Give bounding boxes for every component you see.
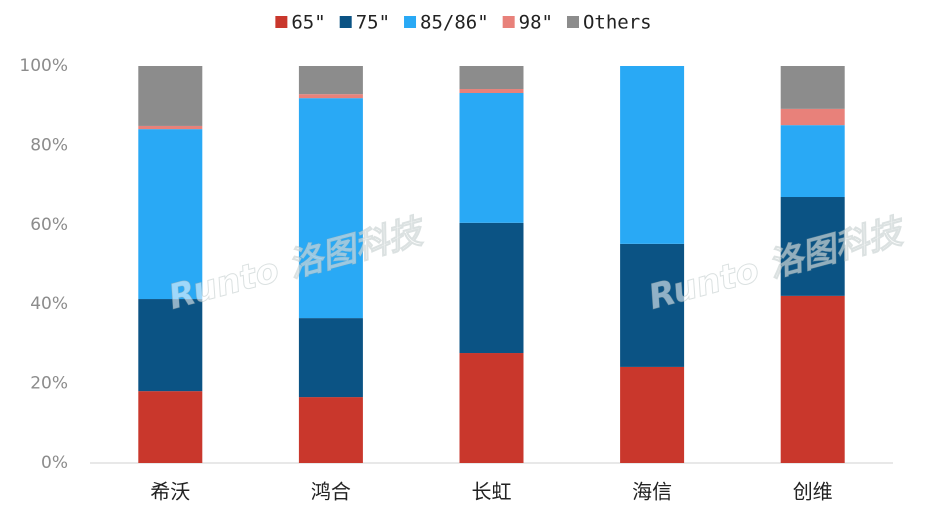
bar-segment (298, 98, 363, 319)
bar-segment (780, 125, 845, 198)
y-tick-label: 0% (41, 453, 68, 473)
legend-label: 75" (356, 12, 390, 34)
bar-segment (459, 353, 524, 463)
bar-segment (620, 66, 685, 244)
bar-segment (138, 66, 203, 126)
x-tick-label: 创维 (793, 480, 833, 504)
legend-swatch (339, 16, 352, 28)
legend-swatch (404, 16, 417, 28)
legend: 65" 75" 85/86" 98" Others (275, 12, 652, 34)
bar-segment (780, 295, 845, 463)
bar-segment (780, 66, 845, 109)
bar-segment (298, 318, 363, 398)
x-tick-label: 海信 (632, 480, 672, 504)
bar-segment (459, 89, 524, 93)
bar-segment (298, 66, 363, 95)
legend-swatch (502, 16, 515, 28)
x-tick-label: 鸿合 (311, 480, 351, 504)
y-tick-label: 20% (30, 374, 68, 394)
y-tick-label: 100% (19, 56, 68, 76)
bar-segment (298, 94, 363, 99)
y-tick-label: 80% (30, 135, 68, 155)
bar-segment (780, 108, 845, 126)
watermark: Runto 洛图科技 (644, 211, 910, 318)
watermark: Runto 洛图科技 (164, 211, 430, 318)
bar-segment (138, 391, 203, 463)
legend-swatch (566, 16, 579, 28)
bar-segment (780, 197, 845, 296)
y-tick-label: 40% (30, 294, 68, 314)
legend-label: Others (583, 12, 652, 34)
x-tick-label: 长虹 (472, 480, 512, 504)
legend-label: 98" (519, 12, 553, 34)
bar-segment (298, 397, 363, 463)
bar-segment (620, 243, 685, 367)
bar-segment (620, 366, 685, 463)
bar-segment (459, 66, 524, 90)
x-tick-label: 希沃 (150, 480, 190, 504)
legend-label: 85/86" (420, 12, 489, 34)
bar-segment (459, 222, 524, 354)
y-tick-label: 60% (30, 215, 68, 235)
bar-segment (459, 92, 524, 223)
bar-segment (138, 129, 203, 300)
bar-segment (138, 125, 203, 130)
bar-segment (138, 299, 203, 392)
legend-swatch (275, 16, 288, 28)
legend-label: 65" (291, 12, 325, 34)
